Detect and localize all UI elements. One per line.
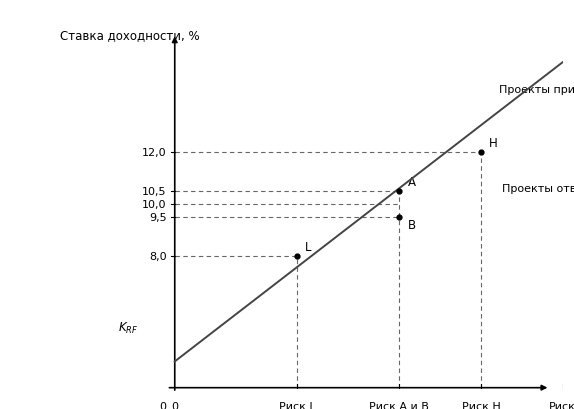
Text: Проекты отвергаются: Проекты отвергаются <box>502 184 574 193</box>
Text: 10,0: 10,0 <box>142 200 166 209</box>
Text: 12,0: 12,0 <box>142 147 166 157</box>
Text: 9,5: 9,5 <box>149 213 166 222</box>
Text: Риск L: Риск L <box>279 401 316 409</box>
Text: A: A <box>408 176 416 189</box>
Text: Риск: Риск <box>549 401 574 409</box>
Text: Риск А и В: Риск А и В <box>369 401 429 409</box>
Text: Ставка доходности, %: Ставка доходности, % <box>60 29 200 42</box>
Text: 10,5: 10,5 <box>142 187 166 196</box>
Text: Риск H: Риск H <box>461 401 501 409</box>
Text: $K_{RF}$: $K_{RF}$ <box>118 320 138 335</box>
Text: Проекты принимаются: Проекты принимаются <box>499 85 574 94</box>
Text: H: H <box>489 137 498 150</box>
Text: 0: 0 <box>159 401 166 409</box>
Text: 0: 0 <box>171 401 179 409</box>
Text: 8,0: 8,0 <box>149 252 166 262</box>
Text: L: L <box>305 240 312 253</box>
Text: B: B <box>408 219 416 232</box>
